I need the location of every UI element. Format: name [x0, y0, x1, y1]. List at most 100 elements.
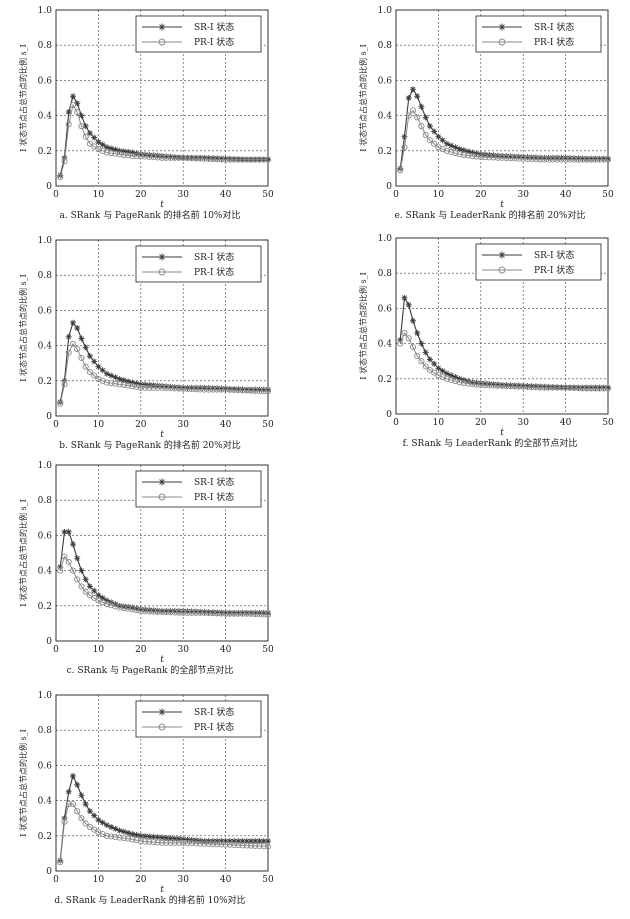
data-point	[163, 839, 170, 846]
data-point	[260, 388, 267, 395]
y-tick-label: 0.4	[38, 342, 53, 352]
data-point	[86, 823, 93, 831]
data-point	[133, 383, 140, 391]
data-point	[69, 801, 77, 808]
data-point	[214, 610, 221, 617]
data-point	[562, 156, 569, 163]
x-tick-label: 0	[393, 418, 399, 428]
data-point	[65, 558, 72, 565]
data-point	[78, 792, 85, 799]
series-pr	[57, 801, 272, 866]
data-point	[74, 781, 81, 788]
plot-frame	[55, 9, 269, 187]
y-tick-label: 0.6	[378, 304, 393, 314]
data-point	[575, 385, 582, 392]
plot-frame	[395, 9, 609, 187]
data-point	[545, 384, 552, 391]
chart-svg: 0 10 20 30 40 50 0 0.2 0.4 0.6 0.8 1.0 t I 状态节点占总节点的比…	[18, 461, 274, 665]
data-point	[554, 156, 561, 163]
data-point	[78, 583, 85, 590]
figure-caption: f. SRank 与 LeaderRank 的全部节点对比	[402, 439, 578, 449]
y-tick-label: 1.0	[38, 461, 53, 471]
series-sr	[57, 93, 271, 179]
data-point	[426, 356, 433, 363]
data-point	[69, 340, 77, 347]
data-point	[401, 144, 408, 151]
data-point	[520, 383, 527, 390]
series-pr	[57, 101, 272, 181]
legend-box	[135, 700, 262, 738]
data-point	[243, 156, 250, 163]
data-point	[214, 838, 221, 845]
data-point	[477, 381, 484, 389]
data-point	[247, 842, 255, 849]
x-tick-label: 0	[53, 645, 59, 655]
data-point	[422, 114, 429, 121]
x-axis-label: t	[160, 655, 164, 665]
x-tick-label: 50	[602, 418, 614, 428]
data-point	[99, 819, 106, 826]
data-point	[57, 400, 64, 407]
data-point	[554, 384, 561, 391]
x-axis-label: t	[500, 428, 504, 438]
legend-marker	[158, 708, 166, 716]
data-point	[243, 610, 250, 617]
data-point	[592, 156, 599, 163]
data-point	[82, 801, 89, 808]
data-point	[192, 155, 199, 162]
data-point	[494, 154, 501, 161]
y-axis-label: I 状态节点占总节点的比例 s_I	[18, 729, 28, 837]
data-point	[133, 831, 140, 838]
data-point	[120, 828, 127, 835]
legend: SR-I 状态 PR-I 状态	[475, 15, 602, 53]
data-point	[431, 128, 438, 135]
y-tick-label: 0.4	[378, 340, 393, 350]
data-point	[247, 610, 255, 617]
figure-caption: c. SRank 与 PageRank 的全部节点对比	[66, 666, 234, 676]
y-tick-label: 0.6	[38, 306, 53, 316]
legend-marker	[158, 478, 166, 486]
data-point	[235, 610, 242, 617]
plot-frame	[55, 239, 269, 417]
data-point	[256, 611, 263, 618]
data-point	[146, 608, 153, 615]
data-point	[448, 376, 455, 384]
data-point	[209, 386, 216, 393]
y-axis-label: I 状态节点占总节点的比例 s_I	[18, 274, 28, 382]
y-tick-label: 0.8	[38, 726, 53, 736]
data-point	[65, 801, 72, 808]
data-point	[209, 156, 216, 163]
data-point	[401, 329, 408, 337]
data-point	[188, 155, 195, 162]
data-point	[405, 112, 412, 119]
data-point	[112, 150, 119, 157]
data-point	[205, 609, 212, 617]
data-point	[604, 156, 612, 163]
x-tick-label: 20	[135, 645, 147, 655]
data-point	[82, 588, 89, 595]
data-point	[252, 611, 259, 618]
data-point	[218, 610, 225, 617]
data-point	[112, 603, 119, 610]
x-tick-label: 30	[177, 875, 189, 885]
data-point	[541, 384, 548, 391]
data-point	[192, 386, 199, 393]
legend-marker	[158, 253, 166, 261]
x-tick-label: 10	[433, 190, 445, 200]
data-point	[239, 156, 246, 163]
data-point	[146, 838, 153, 845]
data-point	[125, 605, 132, 612]
series-line	[59, 803, 269, 863]
data-point	[112, 833, 119, 841]
data-point	[163, 154, 170, 161]
data-point	[456, 379, 463, 386]
data-point	[414, 93, 421, 100]
y-tick-label: 1.0	[378, 234, 393, 244]
legend-marker	[498, 23, 506, 31]
data-point	[95, 139, 102, 145]
data-point	[222, 841, 229, 848]
data-point	[175, 385, 183, 392]
data-point	[146, 384, 153, 391]
x-tick-label: 40	[560, 190, 572, 200]
data-point	[532, 156, 539, 163]
